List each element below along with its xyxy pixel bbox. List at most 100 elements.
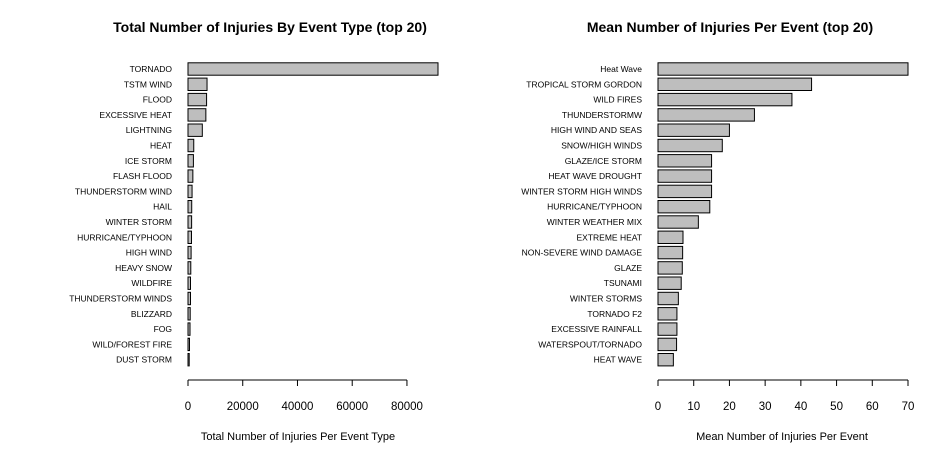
x-tick-label: 30 <box>759 401 772 413</box>
category-label: ICE STORM <box>125 156 172 166</box>
bar <box>657 154 713 168</box>
category-label: TSTM WIND <box>124 79 172 89</box>
bar <box>187 245 192 260</box>
x-tick-label: 80000 <box>391 401 423 413</box>
category-label: FLASH FLOOD <box>113 171 172 181</box>
bar <box>657 200 711 214</box>
category-label: HIGH WIND AND SEAS <box>551 125 642 135</box>
category-label: BLIZZARD <box>131 309 172 319</box>
x-tick-label: 0 <box>185 401 191 413</box>
category-label: TORNADO <box>130 64 173 74</box>
bar <box>187 123 203 137</box>
bar <box>187 307 191 321</box>
bar <box>187 184 193 199</box>
category-label: GLAZE/ICE STORM <box>565 156 642 166</box>
bar <box>187 215 193 229</box>
bar <box>657 184 713 199</box>
category-label: HEAT WAVE DROUGHT <box>548 171 642 181</box>
x-tick-label: 10 <box>687 401 700 413</box>
category-label: WILD/FOREST FIRE <box>92 339 172 349</box>
bar <box>657 261 683 275</box>
bar <box>657 123 730 137</box>
category-label: WINTER WEATHER MIX <box>547 217 643 227</box>
bar <box>187 322 191 336</box>
bar <box>657 245 684 260</box>
category-label: WINTER STORM HIGH WINDS <box>521 186 642 196</box>
category-labels: Heat Wave TROPICAL STORM GORDON WILD FIRES… <box>521 64 642 365</box>
x-tick-label: 50 <box>830 401 843 413</box>
category-label: HIGH WIND <box>126 248 172 258</box>
category-label: DUST STORM <box>116 355 172 365</box>
x-axis-label: Mean Number of Injuries Per Event <box>696 431 868 443</box>
category-label: SNOW/HIGH WINDS <box>561 141 642 151</box>
bar <box>657 169 713 183</box>
x-tick-label: 60000 <box>336 401 368 413</box>
bar <box>657 230 684 245</box>
category-label: EXTREME HEAT <box>577 232 643 242</box>
bar <box>187 169 194 183</box>
category-label: TORNADO F2 <box>587 309 642 319</box>
bar <box>187 77 208 91</box>
category-label: HAIL <box>153 202 172 212</box>
x-tick-label: 60 <box>866 401 879 413</box>
category-label: EXCESSIVE HEAT <box>99 110 172 120</box>
chart-mean-injuries: Mean Number of Injuries Per Event (top 2… <box>521 19 914 443</box>
category-label: TROPICAL STORM GORDON <box>526 79 642 89</box>
bar <box>657 77 813 91</box>
chart-total-injuries: Total Number of Injuries By Event Type (… <box>69 19 439 443</box>
category-label: HURRICANE/TYPHOON <box>547 202 642 212</box>
bar <box>657 276 682 290</box>
bar <box>657 215 699 229</box>
x-tick-label: 20000 <box>227 401 259 413</box>
bar <box>187 108 207 122</box>
category-label: HEAVY SNOW <box>115 263 172 273</box>
category-label: EXCESSIVE RAINFALL <box>551 324 642 334</box>
category-label: LIGHTNING <box>126 125 172 135</box>
category-label: THUNDERSTORMW <box>562 110 642 120</box>
x-tick-label: 70 <box>902 401 915 413</box>
category-label: THUNDERSTORM WIND <box>75 186 172 196</box>
category-label: GLAZE <box>614 263 642 273</box>
bar <box>657 92 793 107</box>
bar-group <box>657 62 909 367</box>
bar <box>187 291 191 306</box>
bar-group <box>187 62 439 367</box>
bar <box>657 353 674 367</box>
bar <box>187 230 192 245</box>
category-label: WATERSPOUT/TORNADO <box>538 339 642 349</box>
chart-title: Mean Number of Injuries Per Event (top 2… <box>587 19 873 35</box>
bar <box>657 62 909 76</box>
bar <box>187 276 191 290</box>
bar <box>187 62 439 76</box>
x-tick-label: 40000 <box>281 401 313 413</box>
bar <box>657 108 755 122</box>
bar <box>187 261 192 275</box>
bar <box>657 337 678 352</box>
chart-title: Total Number of Injuries By Event Type (… <box>113 19 427 35</box>
category-label: HURRICANE/TYPHOON <box>77 232 172 242</box>
x-tick-label: 40 <box>794 401 807 413</box>
category-label: FOG <box>154 324 172 334</box>
bar <box>657 322 678 336</box>
category-label: THUNDERSTORM WINDS <box>69 294 172 304</box>
bar <box>187 92 208 107</box>
bar <box>187 337 190 352</box>
bar <box>187 200 193 214</box>
x-axis: 0 10 20 30 40 50 60 70 <box>655 379 915 413</box>
x-tick-label: 20 <box>723 401 736 413</box>
category-label: WILDFIRE <box>131 278 172 288</box>
category-labels: TORNADO TSTM WIND FLOOD EXCESSIVE HEAT LIGHT… <box>69 64 172 365</box>
category-label: WINTER STORMS <box>570 294 642 304</box>
bar <box>657 291 679 306</box>
category-label: TSUNAMI <box>604 278 642 288</box>
category-label: HEAT WAVE <box>594 355 643 365</box>
category-label: Heat Wave <box>600 64 642 74</box>
bar <box>187 353 190 367</box>
x-axis: 0 20000 40000 60000 80000 <box>185 379 423 413</box>
bar <box>657 138 723 153</box>
x-axis-label: Total Number of Injuries Per Event Type <box>201 431 395 443</box>
bar <box>187 138 195 153</box>
bar <box>657 307 678 321</box>
category-label: WINTER STORM <box>106 217 172 227</box>
